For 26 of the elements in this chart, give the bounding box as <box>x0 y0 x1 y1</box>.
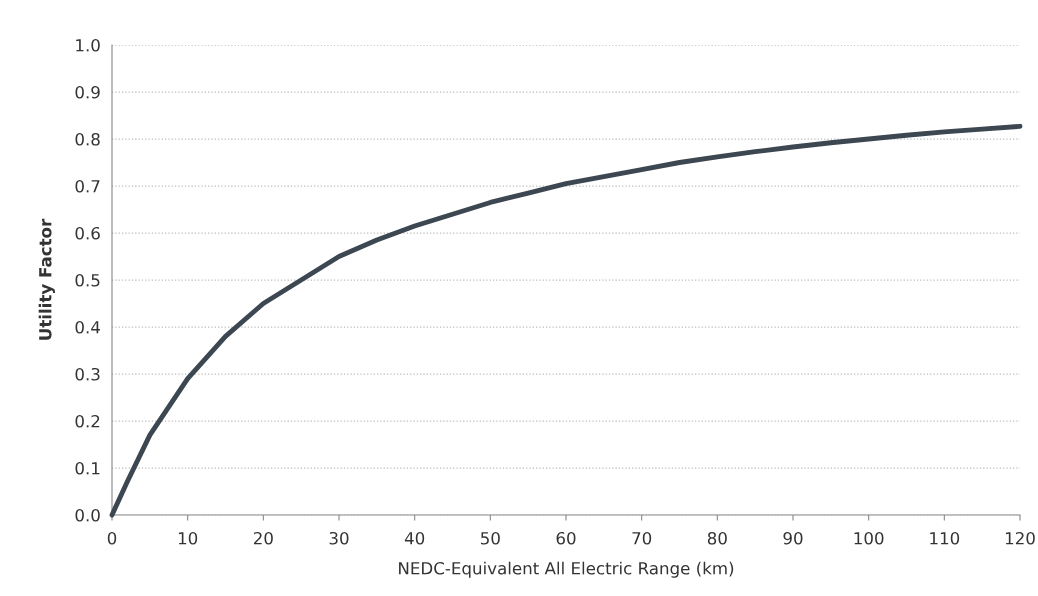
x-tick-label: 90 <box>783 531 803 545</box>
x-tick-label: 50 <box>481 531 500 545</box>
x-tick-label: 110 <box>930 531 960 545</box>
x-tick-label: 0 <box>107 531 117 545</box>
x-tick-label: 100 <box>854 531 884 545</box>
y-tick-label: 0.3 <box>75 367 100 381</box>
y-tick-label: 0.7 <box>75 179 100 193</box>
x-axis-title: NEDC-Equivalent All Electric Range (km) <box>399 561 734 578</box>
y-tick-label: 0.9 <box>75 85 100 99</box>
x-tick-label: 20 <box>253 531 273 545</box>
y-tick-label: 0.4 <box>75 320 100 334</box>
y-tick-label: 0.1 <box>75 461 100 475</box>
x-tick-label: 10 <box>178 531 198 545</box>
y-tick-label: 0.0 <box>75 508 100 522</box>
y-tick-label: 0.8 <box>75 132 100 146</box>
y-tick-label: 1.0 <box>76 38 100 52</box>
y-axis-title: Utility Factor <box>38 218 55 340</box>
x-tick-label: 70 <box>632 531 652 545</box>
x-tick-label: 80 <box>707 531 727 545</box>
x-tick-label: 40 <box>404 531 425 545</box>
x-tick-label: 120 <box>1005 531 1035 545</box>
y-tick-label: 0.6 <box>75 226 100 240</box>
y-tick-label: 0.5 <box>75 273 100 287</box>
y-tick-label: 0.2 <box>75 414 100 428</box>
x-tick-label: 60 <box>556 531 576 545</box>
x-tick-label: 30 <box>329 531 349 545</box>
